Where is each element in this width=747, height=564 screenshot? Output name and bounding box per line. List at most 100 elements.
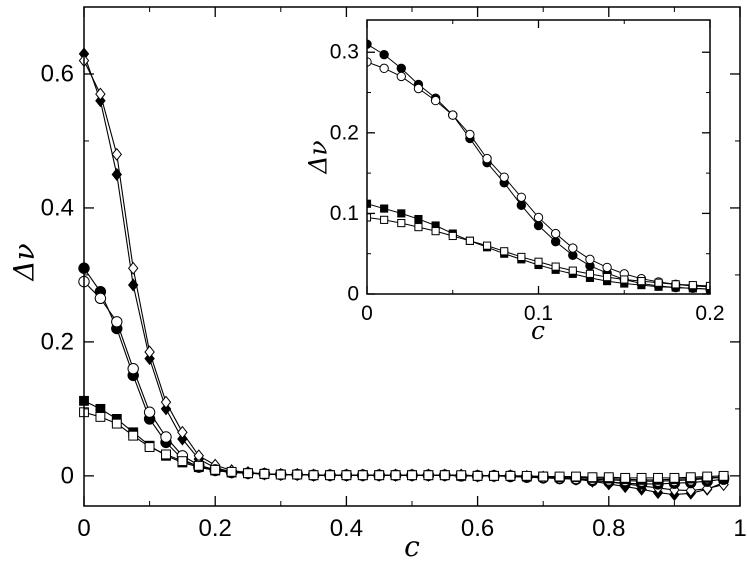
- inset-data-point: [367, 199, 372, 208]
- inset-y-axis-label: Δν: [304, 140, 333, 174]
- inset-y-tick-label: 0.2: [330, 121, 359, 144]
- inset-data-point: [367, 213, 372, 222]
- inset-data-point: [397, 209, 406, 218]
- inset-data-point: [448, 110, 458, 120]
- inset-data-point: [367, 57, 372, 67]
- main-x-tick-label: 0: [77, 515, 90, 542]
- main-y-tick-label: 0: [61, 462, 74, 489]
- inset-x-axis-label: c: [531, 316, 545, 345]
- main-data-point: [275, 469, 286, 480]
- inset-data-point: [550, 236, 561, 247]
- main-series-line: [83, 411, 724, 479]
- main-data-point: [685, 484, 697, 498]
- inset-data-point: [516, 200, 527, 211]
- inset-data-point: [413, 83, 424, 94]
- inset-x-tick-label: 0.1: [524, 302, 553, 325]
- inset-data-point: [585, 254, 595, 265]
- main-data-point: [127, 261, 139, 275]
- main-data-point: [160, 395, 172, 409]
- main-data-point: [718, 470, 729, 481]
- main-data-point: [472, 470, 483, 481]
- main-y-tick-label: 0.2: [41, 328, 74, 355]
- main-data-point: [407, 470, 417, 481]
- inset-data-point: [533, 220, 544, 231]
- main-data-point: [325, 470, 335, 481]
- main-data-point: [538, 471, 549, 482]
- main-data-point: [144, 352, 155, 366]
- main-data-point: [160, 431, 172, 443]
- inset-data-point: [396, 63, 406, 74]
- inset-data-point: [380, 215, 389, 224]
- inset-data-point: [671, 280, 680, 289]
- main-data-point: [292, 469, 303, 480]
- main-data-point: [127, 362, 139, 375]
- inset-data-point: [517, 252, 526, 261]
- inset-data-point: [414, 223, 423, 232]
- inset-data-point: [482, 153, 492, 164]
- main-data-point: [143, 406, 156, 418]
- main-y-tick-label: 0.4: [41, 194, 74, 221]
- main-data-point: [685, 472, 696, 483]
- inset-data-point: [550, 228, 561, 239]
- main-data-point: [177, 425, 188, 439]
- main-data-point: [111, 418, 122, 429]
- inset-data-point: [533, 212, 544, 223]
- inset-data-point: [396, 71, 406, 82]
- main-plot: [78, 6, 741, 507]
- main-data-point: [587, 472, 598, 483]
- inset-data-point: [379, 63, 389, 74]
- inset-data-point: [568, 243, 578, 253]
- inset-data-point: [482, 241, 492, 250]
- main-data-point: [390, 470, 401, 481]
- inset-data-point: [367, 39, 372, 49]
- inset-data-point: [602, 262, 612, 273]
- main-data-point: [95, 403, 106, 414]
- main-data-point: [439, 470, 450, 481]
- inset-data-point: [534, 257, 543, 266]
- inset-plot: [366, 19, 711, 295]
- main-data-point: [357, 470, 368, 481]
- main-data-point: [259, 468, 270, 479]
- main-data-point: [210, 464, 221, 475]
- main-data-point: [193, 460, 204, 471]
- inset-background: [367, 20, 710, 294]
- main-series-group: [78, 47, 730, 502]
- inset-data-point: [500, 247, 509, 256]
- main-data-point: [505, 470, 516, 481]
- inset-data-point: [465, 236, 474, 245]
- main-data-point: [243, 468, 253, 479]
- main-data-point: [456, 470, 467, 481]
- inset-data-point: [430, 95, 441, 106]
- inset-data-point: [637, 277, 646, 286]
- inset-data-point: [585, 269, 595, 278]
- inset-data-point: [379, 49, 389, 60]
- main-data-point: [94, 292, 107, 305]
- main-data-point: [702, 471, 713, 482]
- main-data-point: [423, 470, 434, 481]
- main-data-point: [636, 472, 647, 483]
- main-y-axis-label: Δν: [8, 243, 41, 281]
- main-x-tick-label: 0.4: [330, 515, 363, 542]
- main-data-point: [226, 466, 237, 477]
- main-x-tick-label: 1: [733, 515, 746, 542]
- main-data-point: [571, 471, 581, 482]
- main-data-point: [144, 345, 155, 359]
- main-data-point: [669, 472, 680, 483]
- main-data-point: [620, 472, 631, 483]
- main-data-point: [308, 470, 319, 481]
- main-x-tick-label: 0.6: [461, 515, 494, 542]
- main-data-point: [95, 94, 106, 108]
- main-data-point: [701, 482, 713, 496]
- inset-labels: c Δν 0 0.1 0.2 0 0.1 0.2 0.3: [304, 41, 725, 345]
- main-data-point: [521, 470, 532, 481]
- inset-data-point: [654, 278, 663, 287]
- main-x-axis-label: c: [404, 530, 420, 563]
- inset-x-tick-label: 0: [361, 302, 373, 325]
- main-data-point: [653, 472, 663, 483]
- inset-data-point: [414, 214, 423, 224]
- main-data-point: [111, 167, 123, 181]
- inset-y-tick-label: 0: [347, 283, 359, 306]
- inset-data-point: [397, 219, 406, 228]
- inset-data-point: [620, 275, 629, 284]
